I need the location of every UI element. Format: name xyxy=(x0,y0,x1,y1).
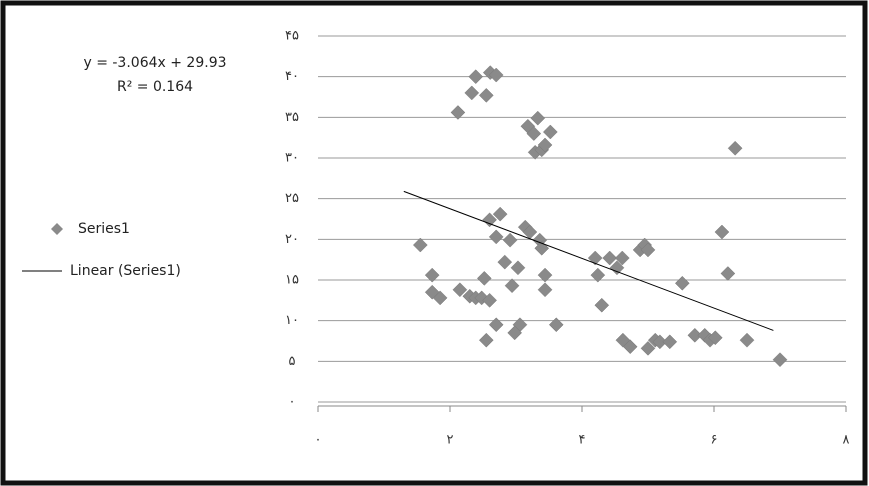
x-tick-label: ٠ xyxy=(315,433,322,448)
trend-equation: y = -3.064x + 29.93 xyxy=(83,55,226,71)
y-tick-label: ۱۵ xyxy=(285,273,299,288)
page: {"chart_data": {"type": "scatter", "anno… xyxy=(0,0,869,486)
x-tick-label: ۴ xyxy=(579,433,586,448)
y-tick-label: ٠ xyxy=(289,395,296,410)
chart: y = -3.064x + 29.93 R² = 0.164 ٠ ۵ ۱۰ ۱۵ ۲۰ ۲… xyxy=(0,0,869,486)
trend-r-squared: R² = 0.164 xyxy=(117,79,193,95)
y-tick-label: ۴۰ xyxy=(285,69,299,84)
legend-label: Series1 xyxy=(78,221,130,237)
legend-label: Linear (Series1) xyxy=(70,263,181,279)
y-tick-label: ۱۰ xyxy=(285,313,299,328)
y-tick-label: ۳۰ xyxy=(285,151,299,166)
y-tick-label: ۵ xyxy=(289,354,296,369)
y-tick-label: ۲۰ xyxy=(285,232,299,247)
y-tick-label: ۳۵ xyxy=(285,110,299,125)
x-tick-label: ٢ xyxy=(447,433,454,448)
x-tick-label: ۶ xyxy=(711,433,718,448)
y-tick-label: ۴۵ xyxy=(285,29,299,44)
y-tick-label: ۲۵ xyxy=(285,191,299,206)
x-tick-label: ٨ xyxy=(843,433,850,448)
frame xyxy=(3,3,865,483)
